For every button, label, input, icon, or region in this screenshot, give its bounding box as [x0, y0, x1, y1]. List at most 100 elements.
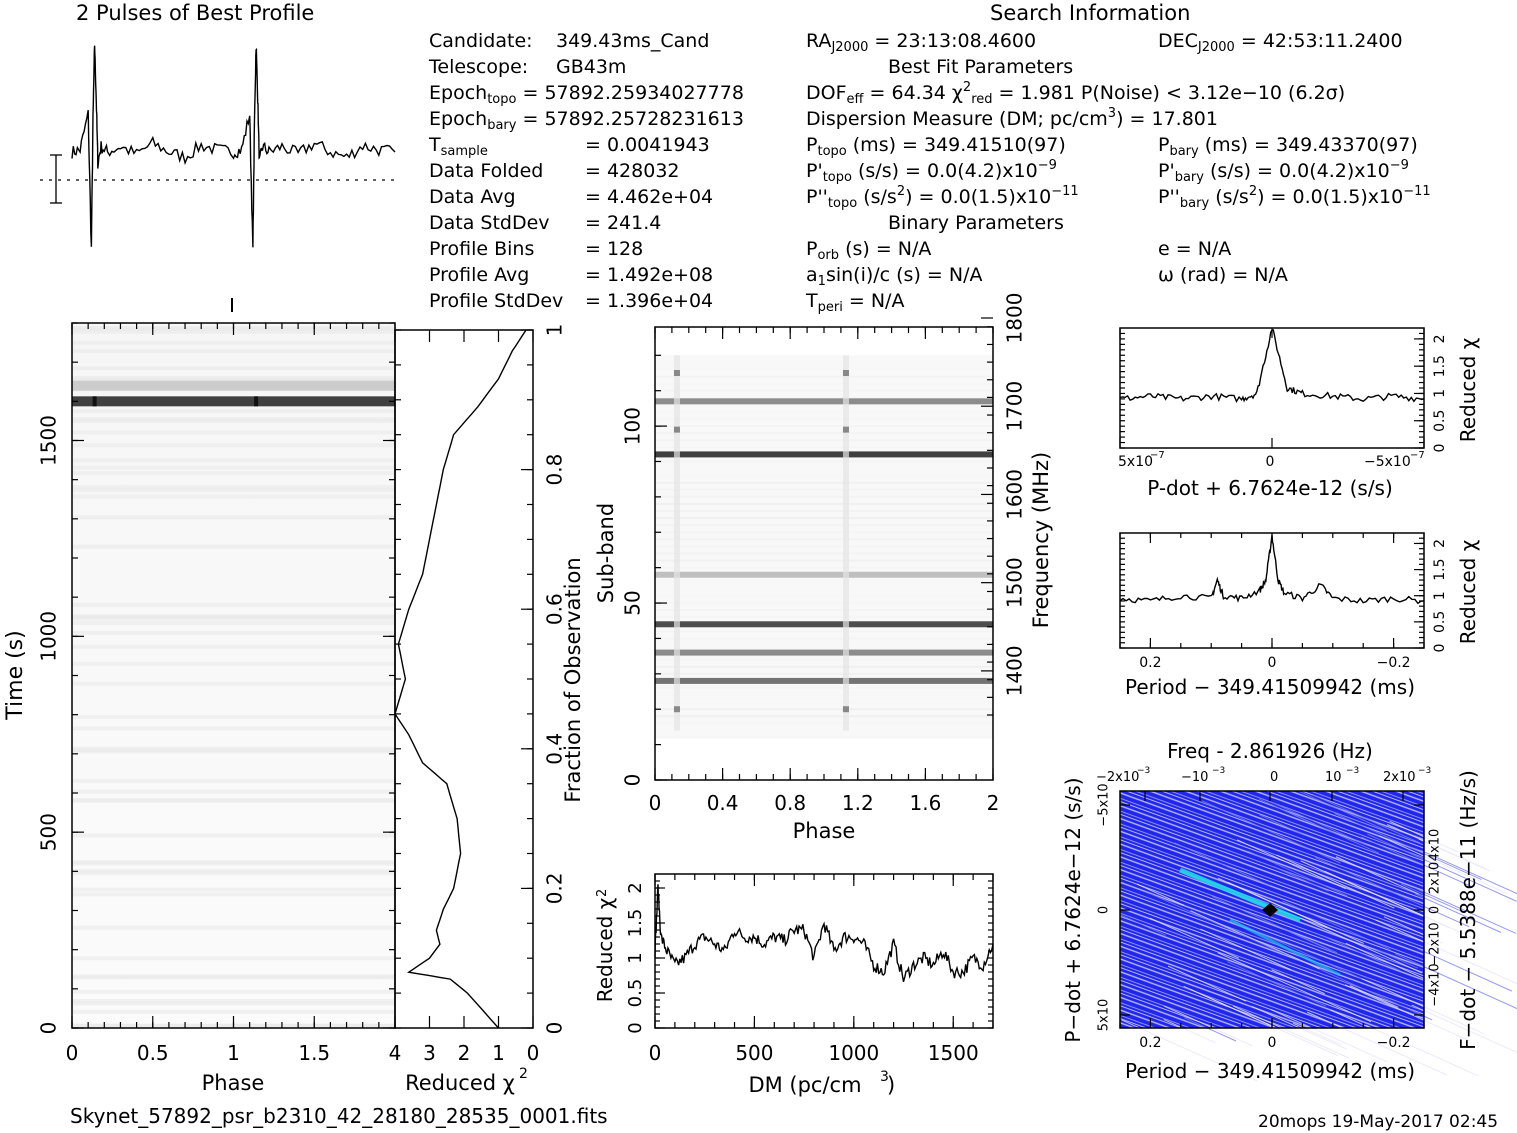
- heatmap-row: [72, 349, 395, 354]
- subband-phase-plot: 0 0.4 0.8 1.2 1.6 2 0 50 100 1400 1500 1600 1700 1800…: [594, 293, 1053, 843]
- heatmap-row: [72, 747, 395, 752]
- pdot-chi2-plot: 5x10−7 0 −5x10 −700.511.52P-dot + 6.7624e-1…: [1118, 327, 1480, 500]
- info-dm: Dispersion Measure (DM; pc/cm3) = 17.801: [806, 106, 1218, 130]
- x-tick-label: 0.2: [1139, 1035, 1161, 1051]
- contour-line: [1361, 836, 1473, 888]
- x-axis-label: Period − 349.41509942 (ms): [1125, 1059, 1415, 1083]
- x-tick-label: 1: [492, 1041, 505, 1065]
- heatmap-row: [72, 726, 395, 731]
- y-tick-label: 0: [625, 1022, 646, 1033]
- x-axis-label: P-dot + 6.7624e-12 (s/s): [1147, 476, 1393, 500]
- subband-row: [655, 502, 993, 505]
- x-tick-label: 3: [423, 1041, 436, 1065]
- y-tick-label: 0: [1432, 444, 1448, 453]
- time-phase-plot: 0 0.5 1 1.5 0 500 1000 1500 Phase Time (s): [3, 322, 396, 1095]
- x-tick-label: 500: [735, 1041, 773, 1065]
- peak-marker: [1262, 903, 1278, 917]
- contour-line: [1334, 812, 1482, 880]
- contour-line: [1416, 888, 1517, 934]
- y-tick-label: 100: [621, 407, 645, 445]
- y-tick-label: 2: [625, 882, 646, 893]
- info-pdbary: P'bary (s/s) = 0.0(4.2)x10−9: [1158, 158, 1409, 185]
- subband-row: [655, 510, 993, 513]
- subband-row: [655, 630, 993, 633]
- subband-row: [655, 538, 993, 541]
- y-tick-label: −5x10: [1097, 783, 1112, 826]
- x2-tick-exp: −3: [1418, 766, 1431, 776]
- contour-line: [1211, 896, 1338, 954]
- contour-line: [1367, 833, 1517, 902]
- y-tick-label: 0: [543, 1022, 567, 1035]
- subband-row: [655, 517, 993, 520]
- y-tick-label: 1: [625, 952, 646, 963]
- y2-tick-label: −4x10: [1428, 963, 1443, 1006]
- info-left-value: = 1.492e+08: [585, 264, 714, 286]
- x2-tick-exp: −3: [1137, 766, 1150, 776]
- contour-line: [1163, 1019, 1216, 1044]
- timestamp: 20mops 19-May-2017 02:45: [1258, 1112, 1499, 1132]
- binary-title: Binary Parameters: [888, 212, 1064, 234]
- subband-band: [655, 451, 993, 458]
- contour-line: [1312, 794, 1421, 844]
- y2-axis-label: F−dot − 5.5388e−11 (Hz/s): [1456, 770, 1480, 1050]
- x-tick-label: 0: [1266, 454, 1275, 470]
- profile-line: [71, 45, 396, 248]
- subband-row: [655, 665, 993, 668]
- info-ptopo: Ptopo (ms) = 349.41510(97): [806, 134, 1066, 159]
- y-tick-label: 5x10: [1097, 999, 1112, 1032]
- contour-line: [1271, 801, 1368, 846]
- info-left-value: = 1.396e+04: [585, 290, 714, 312]
- subband-row: [655, 481, 993, 484]
- subband-row: [655, 460, 993, 463]
- y-tick-label: 1.5: [1432, 355, 1448, 377]
- heatmap-row: [72, 797, 395, 802]
- info-left-row: Data StdDev: [429, 212, 550, 234]
- contour-line: [1270, 803, 1316, 825]
- info-dof: DOFeff = 64.34 χ2red = 1.981 P(Noise) < …: [806, 80, 1346, 107]
- info-left-row: Tsample: [429, 134, 488, 159]
- y2-tick-label: 1500: [1003, 557, 1027, 608]
- y-tick-label: 1000: [37, 611, 61, 662]
- subband-row: [655, 403, 993, 406]
- secondary-ridge: [1229, 918, 1341, 977]
- plot-frame: [394, 329, 534, 1029]
- heatmap-row: [72, 833, 395, 838]
- y2-tick-label: 0: [1428, 906, 1443, 914]
- heatmap-row: [72, 494, 395, 499]
- x-axis-label: Phase: [202, 1071, 265, 1095]
- contour-line: [1345, 942, 1432, 983]
- info-tperi: Tperi = N/A: [806, 290, 905, 315]
- heatmap-row: [72, 378, 395, 383]
- contour-line: [1225, 865, 1270, 887]
- subband-row: [655, 736, 993, 739]
- heatmap-row: [72, 715, 395, 720]
- heatmap-band: [72, 380, 395, 391]
- y-tick-label: 0: [621, 774, 645, 787]
- y-tick-label: 0.2: [543, 872, 567, 904]
- search-info-title: Search Information: [990, 1, 1191, 25]
- contour-line: [1315, 857, 1470, 928]
- x-axis-label: Phase: [793, 819, 856, 843]
- contour-line: [1365, 1024, 1479, 1077]
- contour-line: [1375, 919, 1517, 985]
- heatmap-row: [72, 376, 395, 381]
- y2-tick-label: 1800: [1003, 293, 1027, 344]
- info-left-value: GB43m: [556, 56, 627, 78]
- y-tick-label: 2: [1432, 539, 1448, 548]
- heatmap-row: [72, 443, 395, 448]
- y2-tick-label: −2x10: [1428, 922, 1443, 965]
- subband-row: [655, 410, 993, 413]
- info-left-row: Profile Avg: [429, 264, 530, 286]
- info-left-row: Data Avg: [429, 186, 516, 208]
- info-ra: RAJ2000 = 23:13:08.4600: [806, 30, 1037, 55]
- period-pdot-contour-plot: 0.2 0 −0.2 Freq - 2.861926 (Hz) −2x10 −10 0 10 2…: [1061, 739, 1517, 1083]
- subband-row: [655, 616, 993, 619]
- x2-tick-label: −2x10: [1096, 770, 1139, 785]
- y-axis-label: Fraction of Observation: [561, 557, 585, 802]
- subband-row: [655, 425, 993, 428]
- x-axis-label: Reduced χ: [405, 1071, 515, 1095]
- subband-row: [655, 531, 993, 534]
- info-left-row: Epochtopo = 57892.25934027778: [429, 82, 744, 107]
- heatmap-bg: [72, 323, 395, 1028]
